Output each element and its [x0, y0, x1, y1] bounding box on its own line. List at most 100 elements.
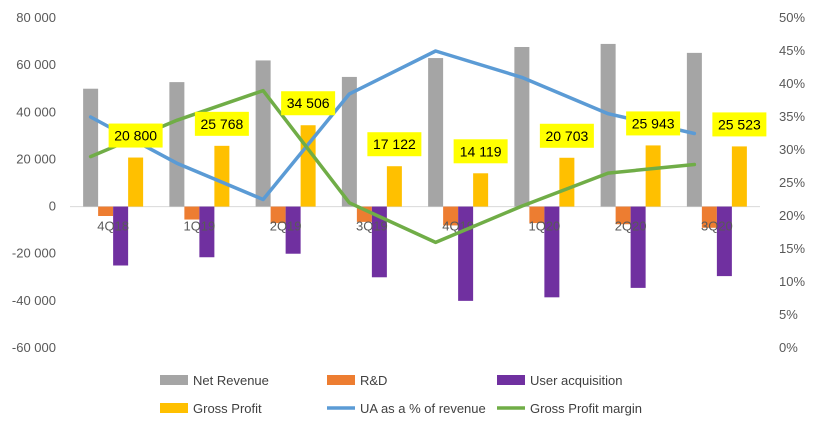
- bar-gross-profit-4q18: [128, 157, 144, 207]
- legend-item-gross-profit[interactable]: Gross Profit: [160, 401, 262, 416]
- data-label-background: [281, 91, 336, 116]
- data-label-text: 20 800: [114, 128, 157, 144]
- legend-item-ua-as-a-of-revenue[interactable]: UA as a % of revenue: [327, 401, 486, 416]
- right-tick-label: 50%: [779, 10, 805, 25]
- data-label-text: 34 506: [287, 95, 330, 111]
- bar-user-acquisition-2q20: [630, 206, 646, 288]
- bar-gross-profit-1q20: [559, 157, 575, 207]
- bar-net-revenue-1q20: [514, 46, 530, 207]
- bar-net-revenue-2q19: [255, 60, 271, 207]
- legend-swatch: [160, 375, 188, 385]
- category-label: 4Q18: [97, 219, 129, 234]
- legend-label: UA as a % of revenue: [360, 401, 486, 416]
- legend-label: User acquisition: [530, 373, 623, 388]
- bar-gross-profit-3q19: [386, 166, 402, 207]
- data-label-text: 25 943: [632, 115, 675, 131]
- right-axis-ticks: 50% 45% 40% 35% 30% 25% 20% 15% 10% 5% 0%: [779, 10, 805, 355]
- bar-r-d-1q19: [184, 206, 200, 220]
- right-tick-label: 5%: [779, 307, 798, 322]
- bar-gross-profit-1q19: [214, 145, 230, 207]
- bar-r-d-3q20: [701, 206, 717, 228]
- bar-user-acquisition-3q20: [716, 206, 732, 277]
- category-label: 3Q20: [701, 219, 733, 234]
- data-label-text: 25 768: [200, 116, 243, 132]
- category-label: 2Q20: [615, 219, 647, 234]
- bar-gross-profit-3q20: [731, 146, 747, 207]
- bar-r-d-2q20: [615, 206, 631, 225]
- data-label-gross-profit: 17 122: [367, 132, 422, 157]
- legend-label: Net Revenue: [193, 373, 269, 388]
- bar-net-revenue-4q18: [83, 88, 99, 207]
- legend-item-net-revenue[interactable]: Net Revenue: [160, 373, 269, 388]
- category-label: 2Q19: [270, 219, 302, 234]
- legend-swatch: [160, 403, 188, 413]
- left-tick-label: 80 000: [16, 10, 56, 25]
- line-gross-profit-margin: [88, 88, 697, 245]
- category-label: 1Q19: [183, 219, 215, 234]
- bar-gross-profit-2q20: [645, 145, 661, 207]
- bar-net-revenue-2q20: [600, 43, 616, 207]
- category-label: 3Q19: [356, 219, 388, 234]
- bar-net-revenue-1q19: [169, 82, 185, 207]
- data-label-background: [108, 123, 163, 148]
- data-label-gross-profit: 34 506: [281, 91, 336, 116]
- data-label-gross-profit: 20 800: [108, 123, 163, 148]
- left-tick-label: 60 000: [16, 57, 56, 72]
- bar-r-d-1q20: [529, 206, 545, 224]
- data-label-text: 14 119: [460, 143, 502, 159]
- legend-label: Gross Profit margin: [530, 401, 642, 416]
- right-tick-label: 45%: [779, 43, 805, 58]
- data-label-background: [194, 111, 249, 136]
- right-tick-label: 30%: [779, 142, 805, 157]
- left-tick-label: -20 000: [12, 246, 56, 261]
- data-label-background: [367, 132, 422, 157]
- data-label-background: [539, 123, 594, 148]
- left-tick-label: -60 000: [12, 340, 56, 355]
- left-axis-ticks: 80 000 60 000 40 000 20 000 0 -20 000 -40 000 -…: [12, 10, 56, 355]
- data-label-background: [626, 111, 681, 136]
- data-label-gross-profit: 25 943: [626, 111, 681, 136]
- legend-item-r-d[interactable]: R&D: [327, 373, 387, 388]
- right-tick-label: 20%: [779, 208, 805, 223]
- bar-user-acquisition-1q19: [199, 206, 215, 258]
- category-labels: 4Q18 1Q19 2Q19 3Q19 4Q19 1Q20 2Q20 3Q20: [97, 219, 733, 234]
- left-tick-label: 0: [49, 199, 56, 214]
- bar-r-d-2q19: [270, 206, 286, 224]
- data-label-gross-profit: 25 523: [712, 112, 767, 137]
- legend-label: Gross Profit: [193, 401, 262, 416]
- bar-net-revenue-3q19: [341, 76, 357, 207]
- data-label-text: 25 523: [718, 116, 761, 132]
- legend-swatch: [327, 375, 355, 385]
- bar-r-d-4q19: [443, 206, 459, 226]
- data-label-background: [712, 112, 767, 137]
- legend-swatch: [497, 375, 525, 385]
- bar-series-group: [83, 43, 747, 301]
- left-tick-label: -40 000: [12, 293, 56, 308]
- right-tick-label: 35%: [779, 109, 805, 124]
- line-ua-as-a-of-revenue: [88, 49, 697, 202]
- bar-net-revenue-3q20: [686, 52, 702, 207]
- left-tick-label: 40 000: [16, 104, 56, 119]
- right-tick-label: 40%: [779, 76, 805, 91]
- right-tick-label: 10%: [779, 274, 805, 289]
- left-tick-label: 20 000: [16, 151, 56, 166]
- data-label-text: 20 703: [545, 128, 588, 144]
- data-label-text: 17 122: [373, 136, 416, 152]
- legend-item-user-acquisition[interactable]: User acquisition: [497, 373, 623, 388]
- legend-item-gross-profit-margin[interactable]: Gross Profit margin: [497, 401, 642, 416]
- right-tick-label: 0%: [779, 340, 798, 355]
- bar-user-acquisition-4q18: [113, 206, 129, 266]
- category-label: 1Q20: [528, 219, 560, 234]
- bar-user-acquisition-3q19: [371, 206, 387, 278]
- data-labels: 20 800 25 768 34 506 17 122 14 119 20 703 25 9…: [108, 91, 767, 164]
- data-label-gross-profit: 25 768: [194, 111, 249, 136]
- bar-r-d-4q18: [98, 206, 114, 216]
- legend-label: R&D: [360, 373, 387, 388]
- line-series-group: [88, 49, 697, 245]
- data-label-gross-profit: 14 119: [453, 139, 508, 164]
- bar-gross-profit-4q19: [473, 173, 489, 207]
- data-label-gross-profit: 20 703: [539, 123, 594, 148]
- bar-net-revenue-4q19: [428, 58, 444, 207]
- bar-user-acquisition-1q20: [544, 206, 560, 298]
